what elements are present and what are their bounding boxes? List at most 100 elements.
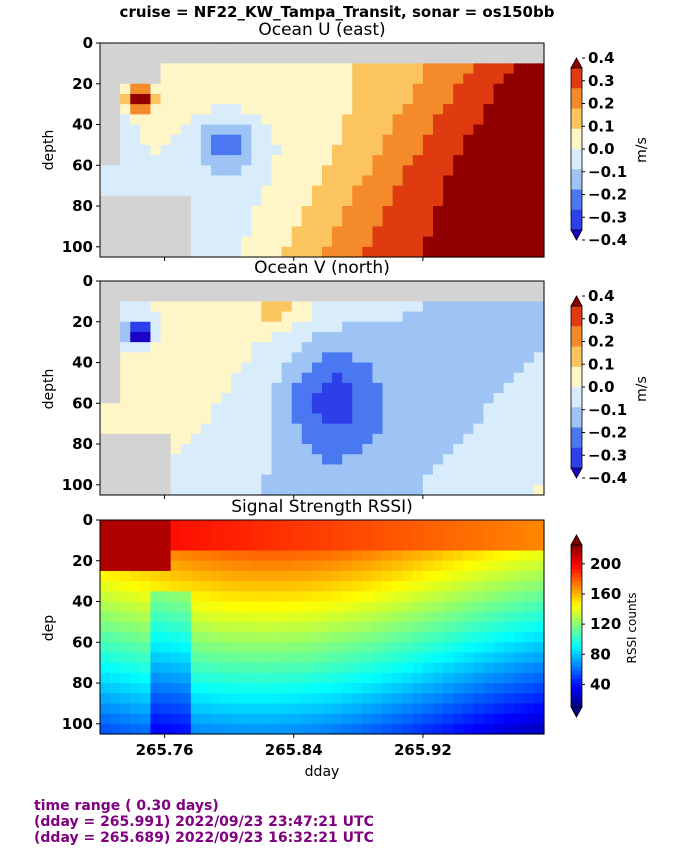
colorbar-segment [571, 670, 582, 676]
field-cell [180, 723, 192, 735]
field-cell [533, 236, 545, 248]
field-cell [251, 291, 263, 302]
field-cell [251, 114, 263, 126]
colorbar-segment [571, 678, 582, 684]
field-cell [392, 652, 404, 664]
field-cell [311, 246, 323, 258]
time-range-footer: time range ( 0.30 days) (dday = 265.991)… [34, 798, 374, 846]
field-cell [301, 175, 313, 187]
field-cell [372, 195, 384, 207]
field-cell [100, 723, 111, 735]
field-cell [493, 540, 505, 552]
field-cell [473, 474, 485, 486]
field-cell [190, 693, 202, 705]
field-cell [463, 601, 474, 613]
field-cell [362, 423, 374, 435]
field-cell [382, 43, 394, 54]
field-cell [433, 216, 444, 228]
field-cell [231, 104, 242, 115]
field-cell [513, 342, 525, 353]
field-cell [483, 104, 495, 115]
field-cell [100, 520, 111, 531]
field-cell [311, 683, 323, 694]
field-cell [140, 444, 152, 455]
field-cell [180, 560, 192, 572]
field-cell [533, 281, 545, 292]
field-cell [301, 291, 313, 302]
field-cell [362, 464, 374, 476]
field-cell [211, 611, 222, 623]
field-cell [160, 484, 172, 496]
field-cell [463, 540, 474, 552]
field-cell [493, 484, 505, 496]
field-cell [311, 581, 323, 592]
field-cell [130, 331, 141, 343]
field-cell [221, 423, 232, 435]
field-cell [473, 281, 485, 292]
field-cell [503, 83, 515, 95]
field-cell [291, 206, 303, 217]
field-cell [533, 530, 545, 541]
field-cell [453, 311, 464, 323]
field-cell [211, 540, 222, 552]
field-cell [433, 550, 444, 562]
field-cell [100, 693, 111, 705]
field-cell [392, 43, 404, 54]
field-cell [352, 382, 363, 394]
field-cell [251, 155, 263, 166]
field-cell [241, 236, 252, 248]
field-cell [402, 611, 414, 623]
field-cell [190, 581, 202, 592]
field-cell [352, 693, 363, 705]
field-cell [463, 611, 474, 623]
field-cell [291, 713, 303, 725]
field-cell [130, 236, 141, 248]
field-cell [100, 63, 111, 75]
field-cell [402, 484, 414, 496]
field-cell [322, 43, 333, 54]
field-cell [443, 423, 454, 435]
field-cell [130, 423, 141, 435]
field-cell [362, 413, 374, 425]
field-cell [190, 683, 202, 694]
field-cell [362, 550, 374, 562]
field-cell [372, 520, 384, 531]
field-cell [352, 216, 363, 228]
field-cell [271, 155, 283, 166]
field-cell [130, 444, 141, 455]
field-cell [342, 311, 353, 323]
field-cell [261, 362, 273, 374]
field-cell [322, 144, 333, 156]
field-cell [443, 195, 454, 207]
field-cell [332, 693, 343, 705]
field-cell [533, 393, 545, 404]
field-cell [140, 144, 152, 156]
field-cell [311, 216, 323, 228]
field-cell [483, 53, 495, 64]
field-cell [120, 601, 131, 613]
field-cell [160, 331, 172, 343]
field-cell [190, 550, 202, 562]
field-cell [301, 703, 313, 715]
field-cell [412, 413, 424, 425]
ocean-v-colorbar: 0.40.30.20.10.0−0.1−0.2−0.3−0.4 [570, 287, 627, 487]
field-cell [211, 403, 222, 415]
field-cell [453, 693, 464, 705]
field-cell [170, 611, 182, 623]
field-cell [311, 723, 323, 735]
field-cell [291, 93, 303, 105]
field-cell [241, 560, 252, 572]
field-cell [342, 454, 353, 466]
field-cell [180, 464, 192, 476]
field-cell [140, 550, 152, 562]
field-cell [241, 601, 252, 613]
field-cell [140, 165, 152, 177]
field-cell [100, 530, 111, 541]
field-cell [140, 611, 152, 623]
field-cell [402, 185, 414, 197]
field-cell [382, 352, 394, 364]
field-cell [160, 703, 172, 715]
field-cell [433, 185, 444, 197]
field-cell [362, 444, 374, 455]
field-cell [261, 342, 273, 353]
